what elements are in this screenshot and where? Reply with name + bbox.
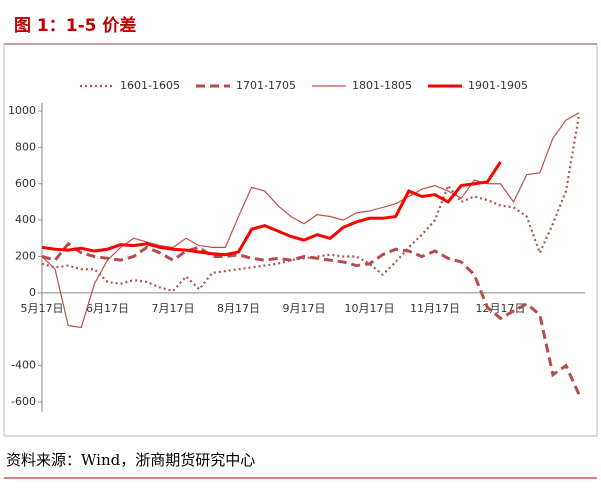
x-tick-label: 10月17日 [345,302,395,315]
legend-label: 1801-1805 [352,79,412,92]
y-tick-label: 800 [15,140,36,153]
series-line [41,112,580,329]
series-line [41,241,581,396]
source: 资料来源：Wind，浙商期货研究中心 [6,451,255,469]
y-tick-label: -400 [11,359,36,372]
y-tick-label: 600 [15,177,36,190]
x-tick-label: 9月17日 [283,302,326,315]
y-tick-label: 200 [15,250,36,263]
y-tick-label: 400 [15,213,36,226]
x-tick-label: 8月17日 [217,302,260,315]
chart-title: 图 1：1-5 价差 [14,15,136,36]
x-tick-label: 12月17日 [476,302,526,315]
x-tick-label: 7月17日 [152,302,195,315]
legend-label: 1901-1905 [468,79,528,92]
y-tick-label: -600 [11,395,36,408]
x-tick-label: 5月17日 [21,302,64,315]
x-tick-label: 11月17日 [410,302,460,315]
x-tick-label: 6月17日 [86,302,129,315]
legend-label: 1701-1705 [236,79,296,92]
y-tick-label: 0 [29,286,36,299]
y-tick-label: 1000 [8,104,36,117]
chart-frame [3,43,598,437]
series-line [41,114,581,293]
legend-label: 1601-1605 [120,79,180,92]
series-line [41,161,502,257]
